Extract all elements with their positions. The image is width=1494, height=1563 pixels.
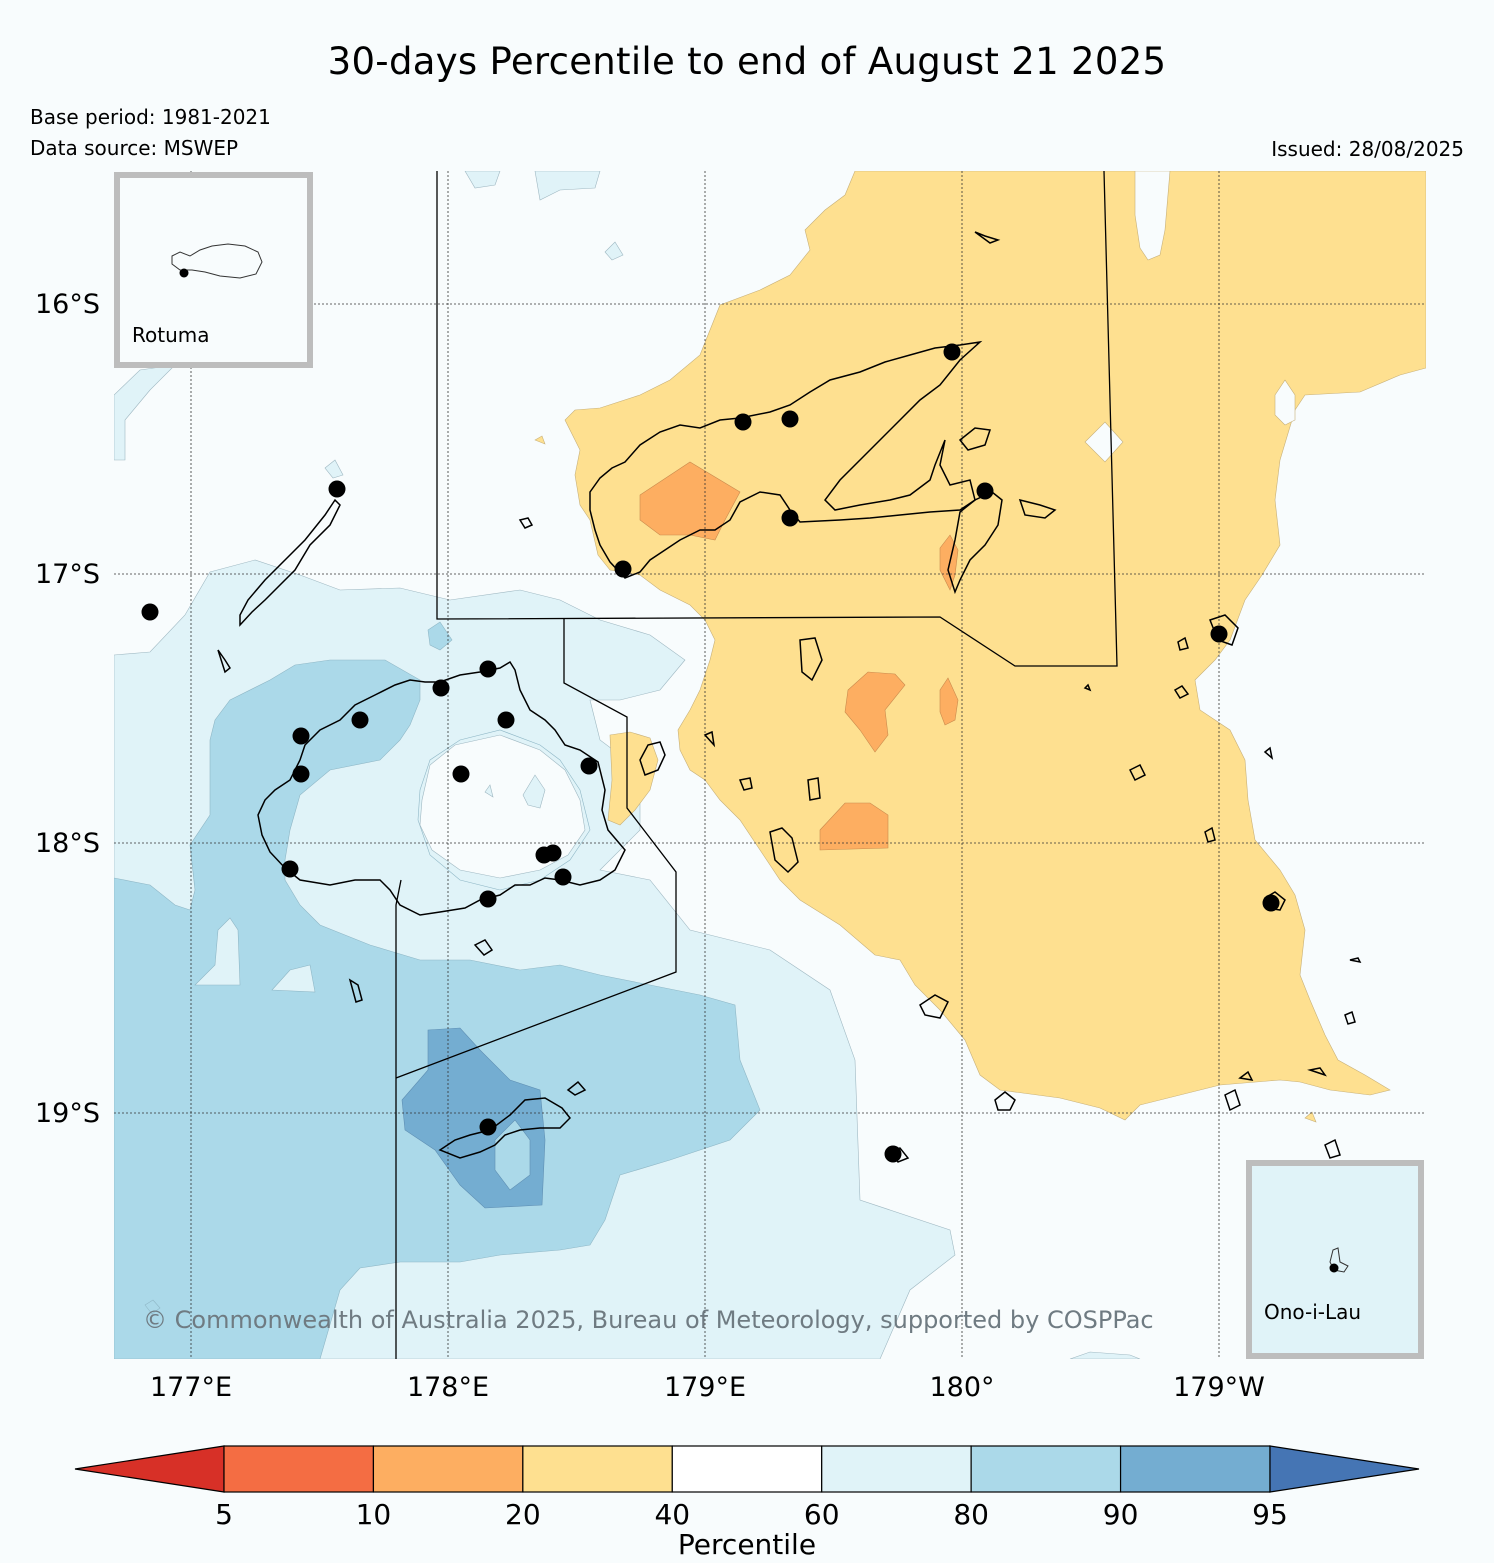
colorbar-tick-label: 10	[356, 1498, 392, 1531]
contour-80-90-hole	[494, 1119, 531, 1191]
contour-60-80	[464, 171, 501, 189]
colorbar-segment	[372, 1445, 524, 1493]
station-markers	[141, 343, 1280, 1163]
contour-40-60-hole	[1134, 171, 1171, 261]
data-source-text: Data source: MSWEP	[30, 136, 239, 160]
colorbar-tick-label: 95	[1252, 1498, 1288, 1531]
colorbar-tick-label: 60	[804, 1498, 840, 1531]
colorbar-segment	[821, 1445, 972, 1493]
copyright-credit: © Commonwealth of Australia 2025, Bureau…	[143, 1306, 1154, 1334]
colorbar-tick-label: 40	[654, 1498, 690, 1531]
colorbar: 5 10 20 40 60 80 90 95 Percentile	[74, 1445, 1420, 1561]
contour-10-20	[819, 802, 889, 851]
colorbar-extend-high	[1269, 1445, 1420, 1493]
longitude-labels: 177°E 178°E 179°E 180° 179°W	[150, 1372, 1265, 1403]
colorbar-tick-label: 20	[505, 1498, 541, 1531]
contour-60-80	[522, 774, 546, 809]
contour-20-40	[607, 731, 659, 826]
colorbar-tick-label: 90	[1103, 1498, 1139, 1531]
contour-60-80-hole	[271, 964, 316, 993]
inset-ono-i-lau: Ono-i-Lau	[1246, 1160, 1424, 1359]
lat-label: 16°S	[35, 289, 100, 320]
island-rotuma	[171, 243, 263, 279]
lat-label: 19°S	[35, 1098, 100, 1129]
contour-40-60-hole	[1084, 421, 1124, 463]
contour-40-60-hole	[1274, 379, 1296, 426]
contour-20-40	[1304, 1111, 1317, 1123]
coastlines	[217, 231, 1362, 1163]
colorbar-tick-label: 80	[953, 1498, 989, 1531]
contour-60-80-hole	[194, 917, 241, 986]
contour-20-40	[534, 435, 546, 445]
contour-60-80	[534, 171, 601, 201]
colorbar-segment	[522, 1445, 673, 1493]
lat-label: 18°S	[35, 828, 100, 859]
contour-60-80	[1069, 1351, 1141, 1359]
contour-60-80	[114, 364, 176, 461]
island-viti-levu	[257, 660, 626, 916]
island-vanua-levu	[589, 340, 983, 579]
map-title: 30-days Percentile to end of August 21 2…	[327, 40, 1167, 83]
lon-label: 179°W	[1173, 1372, 1265, 1403]
contour-10-20	[939, 677, 959, 726]
lon-label: 177°E	[150, 1372, 232, 1403]
inset-ono-i-lau-label: Ono-i-Lau	[1264, 1300, 1361, 1324]
issued-date-text: Issued: 28/08/2025	[1271, 137, 1464, 161]
percentile-contours	[114, 171, 1426, 1359]
latitude-labels: 16°S 17°S 18°S 19°S	[35, 289, 100, 1129]
contour-80-90	[144, 1299, 161, 1315]
island-ovalau	[639, 741, 666, 776]
contour-10-20	[639, 461, 741, 541]
colorbar-segment	[1119, 1445, 1271, 1493]
lon-label: 180°	[929, 1372, 994, 1403]
lon-label: 179°E	[664, 1372, 746, 1403]
contour-10-20	[844, 671, 906, 753]
colorbar-segment	[970, 1445, 1122, 1493]
colorbar-segment	[223, 1445, 375, 1493]
contour-80-90	[114, 659, 761, 1359]
colorbar-extend-low	[74, 1445, 225, 1493]
gridlines	[114, 171, 1426, 1359]
inset-rotuma-label: Rotuma	[132, 323, 210, 347]
colorbar-title: Percentile	[678, 1528, 816, 1561]
base-period-text: Base period: 1981-2021	[30, 105, 271, 129]
lat-label: 17°S	[35, 559, 100, 590]
contour-60-80	[324, 459, 344, 479]
inset-rotuma: Rotuma	[114, 172, 313, 368]
colorbar-segment	[671, 1445, 823, 1493]
contour-80-90	[427, 621, 453, 651]
lon-label: 178°E	[407, 1372, 489, 1403]
colorbar-tick-label: 5	[215, 1498, 233, 1531]
division-boundaries	[395, 171, 1118, 1359]
contour-60-80	[604, 241, 624, 261]
contour-60-80	[484, 784, 494, 798]
